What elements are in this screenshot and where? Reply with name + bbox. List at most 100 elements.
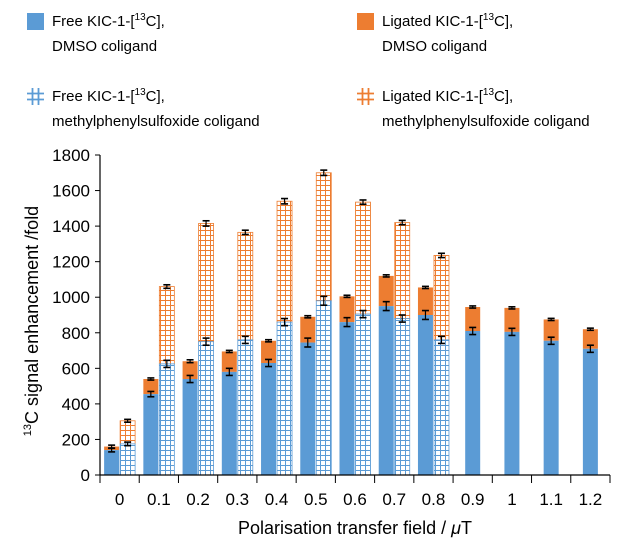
y-tick-label: 1000 [52,288,90,307]
dmso-ligated-bar [221,351,237,372]
y-tick-label: 1800 [52,146,90,165]
y-tick-label: 1400 [52,217,90,236]
error-bar [469,305,477,309]
x-tick-label: 0.4 [265,490,289,509]
error-bar [421,285,429,290]
legend-label-line1: Free KIC-1-[13C], [52,12,165,30]
legend-hatch-swatch [27,88,44,105]
error-bar [163,359,171,369]
mps-free-bar [355,313,371,476]
mps-ligated-bar [276,200,293,323]
y-tick-label: 1600 [52,182,90,201]
error-bar [108,447,116,453]
mps-free-bar [158,363,175,476]
mps-ligated-bar [198,223,214,343]
y-tick-label: 200 [62,430,90,449]
error-bar [147,377,155,381]
error-bar [304,314,312,319]
dmso-ligated-bar [339,296,355,323]
dmso-free-bar [300,342,316,475]
legend-label-line2: DMSO coligand [52,38,157,55]
x-tick-label: 0.2 [186,490,210,509]
bars [104,169,598,476]
error-bar [225,367,233,377]
legend-item-free_mps: Free KIC-1-[13C], methylphenylsulfoxide c… [27,87,260,130]
dmso-ligated-bar [182,361,198,379]
legend-label-line1: Ligated KIC-1-[13C], [382,12,513,30]
x-tick-label: 0 [115,490,124,509]
x-tick-label: 0.1 [147,490,171,509]
error-bar [225,349,233,354]
error-bar [382,274,390,278]
error-bar [304,337,312,348]
legend-label-line1: Ligated KIC-1-[13C], [382,87,513,105]
mps-free-bar [276,321,293,476]
dmso-ligated-bar [582,329,598,349]
y-axis-title: 13C signal enhancement /fold [22,206,42,436]
x-tick-label: 0.5 [304,490,328,509]
y-tick-label: 400 [62,395,90,414]
error-bar [163,283,171,290]
error-bar [124,441,132,447]
error-bar [547,336,555,346]
dmso-ligated-bar [300,316,316,343]
mps-free-bar [394,318,411,476]
x-tick-label: 0.8 [422,490,446,509]
dmso-free-bar [261,363,277,475]
y-tick-label: 1200 [52,253,90,272]
mps-ligated-bar [355,201,371,315]
dmso-free-bar [465,331,481,475]
x-tick-label: 0.3 [225,490,249,509]
legend-item-free_dmso: Free KIC-1-[13C], DMSO coligand [27,12,165,55]
error-bar [586,344,594,354]
legend-hatch-swatch [357,88,374,105]
dmso-ligated-bar [543,319,559,341]
x-axis: 0 0.1 0.2 0.3 0.4 0.5 0.6 0.7 0.8 0.9 1 1.1 1.2 [99,474,611,509]
legend-swatch [27,13,44,30]
dmso-free-bar [339,322,355,475]
y-tick-label: 0 [81,466,90,485]
legend-label-line2: DMSO coligand [382,38,487,55]
dmso-ligated-bar [504,307,520,332]
x-tick-label: 0.7 [382,490,406,509]
error-bar [398,314,406,323]
legend-item-lig_mps: Ligated KIC-1-[13C], methylphenylsulfoxid… [357,87,590,130]
error-bar [186,358,194,364]
error-bar [202,337,210,347]
error-bar [241,335,249,345]
dmso-free-bar [104,450,120,475]
error-bar [265,338,273,343]
error-bar [398,219,406,226]
error-bar [320,169,328,177]
mps-ligated-bar [394,222,411,319]
error-bar [281,197,289,205]
dmso-ligated-bar [261,340,277,363]
error-bar [382,300,390,312]
error-bar [547,317,555,322]
dmso-ligated-bar [417,287,433,315]
error-bar [281,317,289,327]
dmso-ligated-bar [143,379,159,395]
x-tick-label: 0.6 [343,490,367,509]
dmso-free-bar [182,379,198,475]
error-bar [586,327,594,332]
dmso-free-bar [143,394,159,475]
dmso-free-bar [378,306,394,475]
x-tick-label: 1.2 [579,490,603,509]
error-bar [437,252,445,259]
error-bar [469,326,477,336]
mps-ligated-bar [158,286,175,365]
dmso-ligated-bar [378,275,394,307]
y-tick-label: 600 [62,359,90,378]
mps-ligated-bar [237,231,254,341]
x-tick-label: 1 [507,490,516,509]
error-bar [343,294,351,299]
mps-free-bar [237,339,254,476]
error-bar [437,335,445,345]
x-axis-title: Polarisation transfer field / μT [238,518,472,538]
error-bar [147,390,155,398]
mps-free-bar [119,443,136,476]
y-axis: 0 200 400 600 800 1000 1200 1400 1600 1800 [52,146,101,485]
